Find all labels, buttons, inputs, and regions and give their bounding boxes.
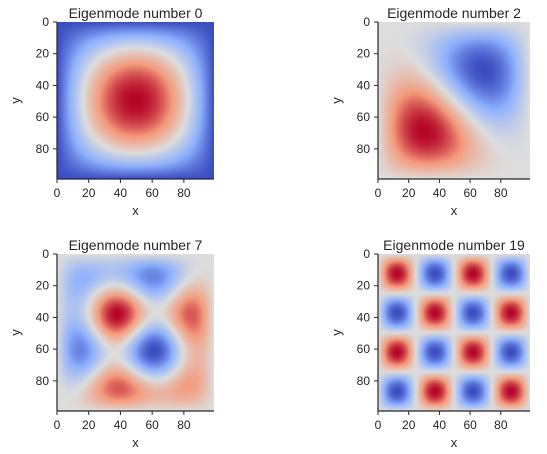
x-tick-label: 20 — [82, 418, 96, 432]
y-tick-label: 80 — [357, 142, 371, 156]
x-tick-label: 20 — [82, 186, 96, 200]
heatmap-panel-0: 0 20 40 60 80 0 20 40 60 80 Eigenmode number 0 x y — [8, 5, 214, 218]
y-tick-label: 40 — [36, 310, 50, 324]
heatmap-image — [378, 254, 530, 411]
x-tick-label: 40 — [433, 418, 447, 432]
x-tick-label: 0 — [54, 186, 61, 200]
y-axis-label: y — [8, 97, 23, 104]
y-tick-label: 40 — [357, 78, 371, 92]
heatmap-image — [57, 22, 214, 179]
y-tick-label: 60 — [357, 342, 371, 356]
y-axis-label: y — [329, 329, 344, 336]
x-tick-label: 80 — [494, 186, 508, 200]
y-tick-label: 80 — [357, 374, 371, 388]
x-tick-label: 0 — [375, 418, 382, 432]
x-tick-label: 0 — [54, 418, 61, 432]
y-tick-label: 0 — [42, 247, 49, 261]
y-tick-label: 60 — [357, 110, 371, 124]
x-tick-label: 60 — [145, 186, 159, 200]
x-tick-label: 80 — [177, 186, 191, 200]
heatmap-panel-3: 0 20 40 60 80 0 20 40 60 80 Eigenmode number 19 x y — [329, 237, 530, 450]
y-tick-label: 20 — [36, 279, 50, 293]
y-tick-label: 20 — [357, 47, 371, 61]
x-tick-label: 60 — [463, 418, 477, 432]
x-tick-label: 40 — [433, 186, 447, 200]
y-tick-label: 40 — [36, 78, 50, 92]
x-axis-label: x — [132, 203, 139, 218]
x-tick-label: 40 — [114, 186, 128, 200]
y-tick-label: 0 — [363, 247, 370, 261]
y-tick-label: 40 — [357, 310, 371, 324]
chart-title: Eigenmode number 19 — [383, 237, 525, 253]
x-tick-label: 60 — [463, 186, 477, 200]
y-axis-label: y — [329, 97, 344, 104]
y-tick-label: 60 — [36, 110, 50, 124]
x-axis-label: x — [451, 435, 458, 450]
x-tick-label: 80 — [494, 418, 508, 432]
heatmap-panel-1: 0 20 40 60 80 0 20 40 60 80 Eigenmode number 2 x y — [329, 5, 530, 218]
y-tick-label: 80 — [36, 374, 50, 388]
chart-title: Eigenmode number 2 — [387, 5, 521, 21]
x-tick-label: 20 — [402, 186, 416, 200]
y-tick-label: 60 — [36, 342, 50, 356]
x-tick-label: 20 — [402, 418, 416, 432]
x-axis-label: x — [132, 435, 139, 450]
heatmap-panel-2: 0 20 40 60 80 0 20 40 60 80 Eigenmode number 7 x y — [8, 237, 214, 450]
y-tick-label: 20 — [357, 279, 371, 293]
y-tick-label: 0 — [42, 15, 49, 29]
y-tick-label: 80 — [36, 142, 50, 156]
x-tick-label: 60 — [145, 418, 159, 432]
x-axis-label: x — [451, 203, 458, 218]
x-tick-label: 0 — [375, 186, 382, 200]
heatmap-image — [378, 22, 530, 179]
y-tick-label: 20 — [36, 47, 50, 61]
y-axis-label: y — [8, 329, 23, 336]
x-tick-label: 80 — [177, 418, 191, 432]
x-tick-label: 40 — [114, 418, 128, 432]
chart-title: Eigenmode number 7 — [69, 237, 203, 253]
chart-title: Eigenmode number 0 — [69, 5, 203, 21]
heatmap-image — [57, 254, 214, 411]
y-tick-label: 0 — [363, 15, 370, 29]
